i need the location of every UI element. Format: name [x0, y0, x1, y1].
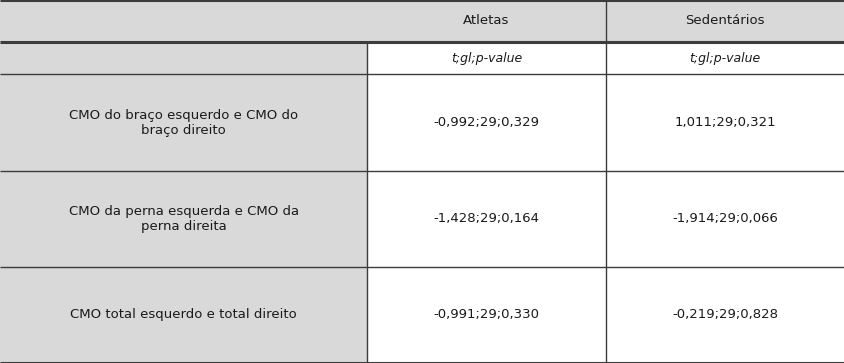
Bar [367, 267, 606, 363]
Bar [367, 42, 606, 74]
Text: Atletas: Atletas [463, 15, 510, 27]
Text: -0,219;29;0,828: -0,219;29;0,828 [672, 309, 778, 321]
Text: CMO total esquerdo e total direito: CMO total esquerdo e total direito [70, 309, 297, 321]
Text: 1,011;29;0,321: 1,011;29;0,321 [674, 116, 776, 129]
Bar [367, 171, 606, 267]
Bar [0, 74, 367, 171]
Text: -0,992;29;0,329: -0,992;29;0,329 [434, 116, 539, 129]
Bar [606, 267, 844, 363]
Text: -1,428;29;0,164: -1,428;29;0,164 [434, 212, 539, 225]
Bar [606, 0, 844, 42]
Bar [606, 42, 844, 74]
Text: CMO do braço esquerdo e CMO do
braço direito: CMO do braço esquerdo e CMO do braço dir… [69, 109, 298, 136]
Bar [0, 0, 367, 42]
Bar [0, 171, 367, 267]
Text: CMO da perna esquerda e CMO da
perna direita: CMO da perna esquerda e CMO da perna dir… [68, 205, 299, 233]
Bar [367, 0, 606, 42]
Bar [0, 267, 367, 363]
Text: -0,991;29;0,330: -0,991;29;0,330 [434, 309, 539, 321]
Text: Sedentários: Sedentários [685, 15, 765, 27]
Text: t;gl;p-value: t;gl;p-value [690, 52, 760, 65]
Bar [0, 42, 367, 74]
Bar [606, 74, 844, 171]
Bar [606, 171, 844, 267]
Text: t;gl;p-value: t;gl;p-value [451, 52, 522, 65]
Text: -1,914;29;0,066: -1,914;29;0,066 [672, 212, 778, 225]
Bar [367, 74, 606, 171]
